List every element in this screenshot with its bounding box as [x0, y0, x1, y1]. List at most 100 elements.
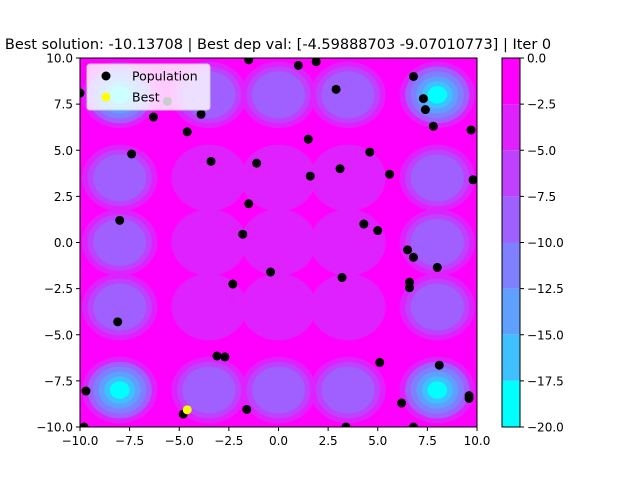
population-point	[220, 352, 230, 362]
population-point	[405, 283, 415, 293]
population-point	[303, 134, 313, 144]
chart-title: Best solution: -10.13708 | Best dep val:…	[5, 37, 551, 53]
population-point	[80, 88, 85, 98]
colorbar-band	[502, 380, 520, 427]
population-point	[206, 156, 216, 166]
legend: Population Best	[86, 63, 211, 111]
population-point	[242, 404, 252, 414]
colorbar-tick-label: −20.0	[527, 421, 564, 435]
contour-blob-3-3	[310, 144, 386, 212]
colorbar-band	[502, 150, 520, 197]
contour-blob-0-1	[93, 283, 147, 331]
contour-blob-4-1	[410, 283, 464, 331]
y-tick-label: 0.0	[54, 236, 73, 250]
colorbar-tick-label: −7.5	[527, 190, 556, 204]
population-point	[212, 351, 222, 361]
population-point	[335, 164, 345, 174]
population-point	[244, 199, 254, 209]
contour-layer	[81, 61, 476, 424]
contour-blob-4-0	[427, 381, 448, 399]
plot-area: −10.0 −7.5 −5.0 −2.5 0.0 2.5 5.0 7.5 10.0 −10.0−…	[36, 52, 490, 449]
colorbar-tick-label: −12.5	[527, 282, 564, 296]
population-point	[238, 229, 248, 239]
population-point	[305, 171, 315, 181]
x-tick-label: 7.5	[418, 434, 437, 448]
population-point	[81, 386, 91, 396]
x-tick-label: −5.0	[165, 434, 194, 448]
y-tick-label: 7.5	[54, 98, 73, 112]
population-point	[464, 393, 474, 403]
contour-blob-0-2	[93, 219, 147, 266]
y-tick-label: −7.5	[44, 374, 73, 388]
y-tick-label: 10.0	[46, 52, 73, 66]
population-point	[420, 105, 430, 115]
colorbar-tick-label: 0.0	[527, 52, 546, 66]
population-point	[113, 317, 123, 327]
x-tick-label: 10.0	[464, 434, 491, 448]
population-point	[403, 245, 413, 255]
population-point	[115, 215, 125, 225]
contour-blob-3-4	[321, 71, 375, 119]
colorbar-tick-label: −5.0	[527, 144, 556, 158]
y-tick-label: 2.5	[54, 190, 73, 204]
contour-blob-0-0	[109, 381, 130, 399]
y-tick-label: 5.0	[54, 144, 73, 158]
y-tick-label: −2.5	[44, 282, 73, 296]
population-points	[80, 58, 477, 427]
colorbar-band	[502, 334, 520, 381]
population-point	[466, 125, 476, 135]
x-axis: −10.0 −7.5 −5.0 −2.5 0.0 2.5 5.0 7.5 10.0	[62, 427, 491, 448]
colorbar-band	[502, 196, 520, 243]
contour-blob-1-3	[171, 144, 247, 212]
contour-blob-1-0	[182, 366, 236, 414]
contour-blob-3-1	[310, 273, 386, 341]
legend-label-best: Best	[132, 90, 160, 105]
population-point	[196, 109, 206, 119]
contour-blob-3-2	[310, 209, 386, 276]
population-point	[337, 273, 347, 283]
contour-blob-2-1	[240, 273, 317, 341]
population-point	[311, 58, 321, 67]
legend-marker-best	[101, 92, 111, 102]
y-tick-label: −10.0	[36, 421, 73, 435]
colorbar-band	[502, 242, 520, 289]
legend-marker-population	[101, 71, 111, 81]
population-point	[182, 127, 192, 137]
colorbar-band	[502, 58, 520, 105]
contour-blob-2-4	[251, 71, 306, 119]
population-point	[428, 121, 438, 131]
population-point	[331, 84, 341, 94]
legend-box	[86, 63, 211, 111]
population-point	[266, 267, 276, 277]
population-point	[244, 58, 254, 65]
population-point	[80, 422, 89, 427]
contour-blob-4-3	[410, 154, 464, 202]
population-point	[385, 169, 395, 179]
population-point	[127, 149, 137, 159]
y-axis: −10.0 −7.5 −5.0 −2.5 0.0 2.5 5.0 7.5 10.0	[36, 52, 80, 435]
colorbar: 0.0 −2.5 −5.0 −7.5 −10.0 −12.5 −15.0 −17.5 −20.0	[501, 52, 564, 435]
contour-blob-4-4	[427, 86, 448, 104]
colorbar-band	[502, 288, 520, 335]
contour-blob-1-2	[171, 209, 247, 276]
contour-blob-4-2	[410, 219, 464, 266]
colorbar-tick-label: −10.0	[527, 236, 564, 250]
x-tick-label: −10.0	[62, 434, 99, 448]
x-tick-label: 5.0	[368, 434, 387, 448]
x-tick-label: 2.5	[319, 434, 338, 448]
population-point	[408, 252, 418, 262]
population-point	[252, 158, 262, 168]
x-tick-label: −2.5	[214, 434, 243, 448]
best-point	[182, 405, 192, 415]
population-point	[293, 60, 303, 70]
best-point-layer	[182, 405, 192, 415]
contour-blob-1-1	[171, 273, 247, 341]
population-point	[418, 94, 428, 104]
colorbar-tick-label: −2.5	[527, 98, 556, 112]
population-point	[468, 175, 477, 185]
population-point	[365, 147, 375, 157]
y-tick-label: −5.0	[44, 328, 73, 342]
population-point	[408, 422, 418, 427]
population-point	[148, 112, 158, 122]
population-point	[359, 219, 369, 229]
